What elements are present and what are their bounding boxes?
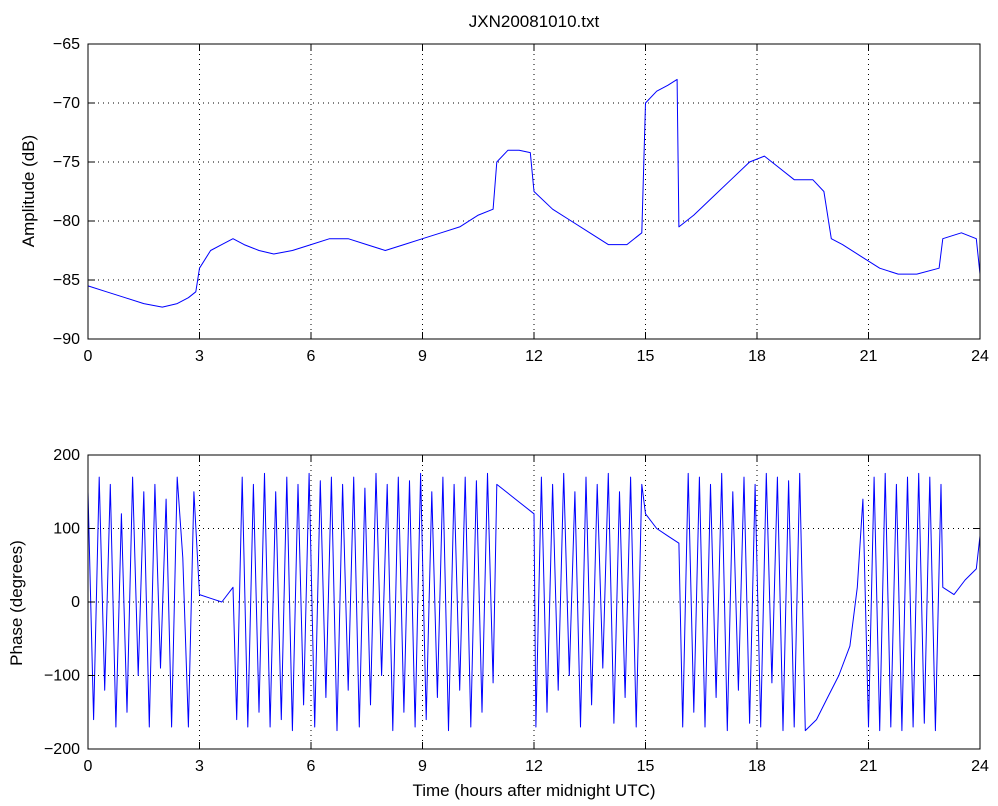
amplitude-panel: 0 3 6 9 12 15 18 21 24 −65 −70 −75 −80 −85 −90 Amplitu… <box>19 36 989 365</box>
phase-y-tick-label: 100 <box>53 521 80 538</box>
amplitude-x-tick-label: 0 <box>84 348 93 365</box>
amplitude-x-tick-label: 15 <box>637 348 655 365</box>
amplitude-x-tick-label: 12 <box>525 348 543 365</box>
amplitude-y-tick-label: −90 <box>53 331 80 348</box>
amplitude-tick-labels: 0 3 6 9 12 15 18 21 24 −65 −70 −75 −80 −85 −90 <box>53 36 989 365</box>
phase-series-line <box>87 472 981 732</box>
amplitude-axes <box>87 43 981 340</box>
amplitude-x-tick-label: 18 <box>748 348 766 365</box>
amplitude-x-tick-label: 24 <box>971 348 989 365</box>
amplitude-plot-frame <box>87 43 981 340</box>
phase-plot-frame <box>87 454 981 750</box>
phase-y-tick-label: 200 <box>53 447 80 464</box>
amplitude-y-tick-label: −80 <box>53 213 80 230</box>
phase-axes <box>87 454 981 750</box>
amplitude-y-tick-label: −70 <box>53 95 80 112</box>
phase-x-tick-label: 12 <box>525 758 543 775</box>
amplitude-series <box>87 78 981 308</box>
amplitude-grid <box>88 44 980 339</box>
chart-title: JXN20081010.txt <box>469 12 600 31</box>
phase-tick-labels: 0 3 6 9 12 15 18 21 24 200 100 0 −100 −200 <box>44 447 989 775</box>
amplitude-x-tick-label: 9 <box>418 348 427 365</box>
amplitude-y-tick-label: −75 <box>53 154 80 171</box>
phase-x-tick-label: 15 <box>637 758 655 775</box>
amplitude-series-line <box>87 78 981 308</box>
amplitude-x-tick-label: 21 <box>860 348 878 365</box>
phase-x-tick-label: 6 <box>307 758 316 775</box>
amplitude-y-tick-label: −85 <box>53 272 80 289</box>
phase-x-tick-label: 24 <box>971 758 989 775</box>
phase-y-tick-label: 0 <box>71 594 80 611</box>
phase-series <box>87 472 981 732</box>
phase-x-tick-label: 9 <box>418 758 427 775</box>
amplitude-x-tick-label: 6 <box>307 348 316 365</box>
amplitude-y-tick-label: −65 <box>53 36 80 53</box>
phase-y-tick-label: −200 <box>44 741 80 758</box>
amplitude-x-tick-label: 3 <box>195 348 204 365</box>
phase-y-axis-label: Phase (degrees) <box>7 540 26 666</box>
phase-x-tick-label: 21 <box>860 758 878 775</box>
phase-panel: 0 3 6 9 12 15 18 21 24 200 100 0 −100 −200 Phase (deg… <box>7 447 989 800</box>
phase-x-tick-label: 0 <box>84 758 93 775</box>
amplitude-y-axis-label: Amplitude (dB) <box>19 135 38 247</box>
phase-y-tick-label: −100 <box>44 668 80 685</box>
phase-x-axis-label: Time (hours after midnight UTC) <box>412 781 655 800</box>
phase-x-tick-label: 3 <box>195 758 204 775</box>
phase-x-tick-label: 18 <box>748 758 766 775</box>
